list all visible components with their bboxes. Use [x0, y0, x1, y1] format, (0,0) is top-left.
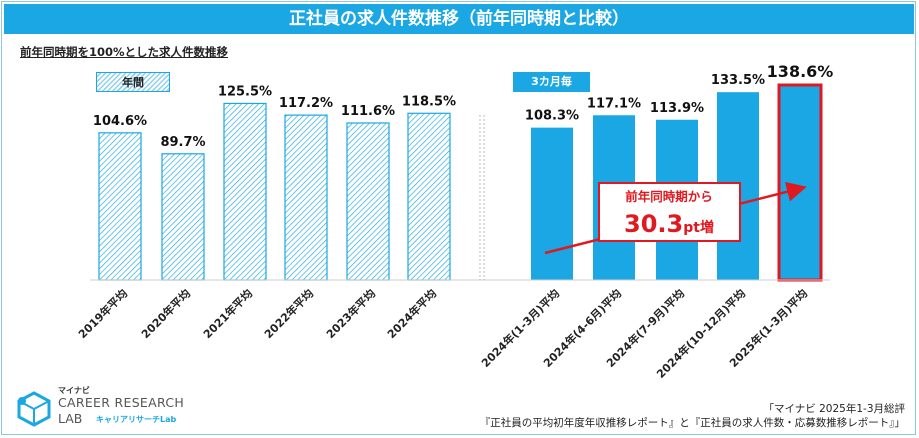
annual-value-label-1: 89.7%: [160, 135, 205, 150]
annual-bar-2: [223, 102, 267, 281]
annotation-number: 30.3: [624, 210, 683, 238]
annual-bar-1: [161, 153, 205, 281]
legend-annual-badge: 年間: [96, 72, 170, 92]
quarterly-value-label-4: 138.6%: [767, 62, 834, 81]
logo-brand: マイナビ: [58, 386, 90, 395]
logo-line1: CAREER RESEARCH: [58, 395, 185, 410]
annual-x-tick-5: 2024年平均: [384, 286, 439, 341]
annual-x-tick-4: 2023年平均: [323, 286, 378, 341]
logo: マイナビ CAREER RESEARCH LAB キャリアリサーチLab: [14, 385, 194, 433]
logo-cube-icon: [17, 391, 51, 427]
annotation-box: [598, 182, 741, 242]
quarterly-value-label-0: 108.3%: [525, 109, 579, 124]
annual-value-label-0: 104.6%: [93, 114, 147, 129]
annotation-line1: 前年同時期から: [625, 189, 713, 204]
annual-value-label-4: 111.6%: [341, 104, 395, 119]
annual-value-label-5: 118.5%: [402, 94, 456, 109]
annotation-value: 30.3pt増: [624, 210, 714, 238]
annual-value-label-3: 117.2%: [279, 96, 333, 111]
annual-bar-0: [98, 132, 142, 281]
logo-jp: キャリアリサーチLab: [96, 415, 177, 424]
annual-bar-4: [346, 122, 390, 281]
quarterly-value-label-2: 113.9%: [650, 101, 704, 116]
annual-x-tick-2: 2021年平均: [200, 286, 255, 341]
legend-quarterly-badge: 3カ月毎: [513, 72, 590, 92]
quarterly-bar-0: [531, 127, 573, 280]
annual-bar-3: [284, 114, 328, 281]
source-note: 「マイナビ 2025年1-3月総評 『正社員の平均初年度年収推移レポート』と『正…: [480, 402, 905, 430]
annual-x-tick-0: 2019年平均: [75, 286, 130, 341]
annual-x-tick-3: 2022年平均: [261, 286, 316, 341]
source-line2: 『正社員の平均初年度年収推移レポート』と『正社員の求人件数・応募数推移レポート』…: [479, 417, 905, 429]
quarterly-bar-4: [777, 83, 823, 282]
annual-x-tick-1: 2020年平均: [138, 286, 193, 341]
annual-bar-5: [407, 112, 451, 281]
source-line1: 「マイナビ 2025年1-3月総評: [763, 403, 906, 415]
annual-value-label-2: 125.5%: [218, 84, 272, 99]
quarterly-value-label-3: 133.5%: [711, 73, 765, 88]
chart-title: 正社員の求人件数推移（前年同時期と比較）: [4, 4, 914, 34]
annotation-unit: pt増: [683, 219, 714, 236]
quarterly-value-label-1: 117.1%: [587, 96, 641, 111]
logo-line2: LAB: [58, 411, 83, 426]
chart-subtitle: 前年同時期を100%とした求人件数推移: [20, 45, 229, 59]
